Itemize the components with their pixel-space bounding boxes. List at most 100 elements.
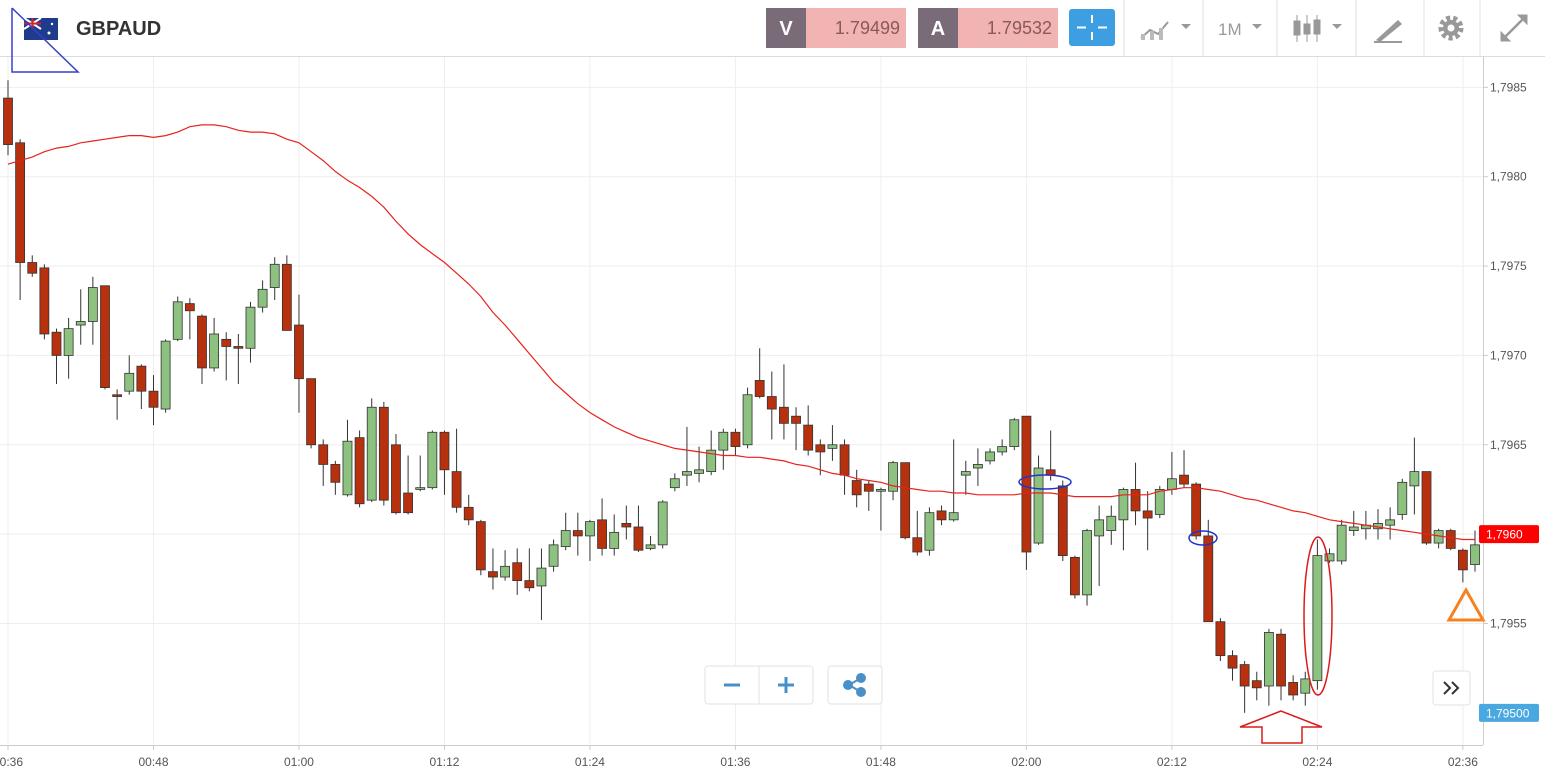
y-tick-label: 1,7970 bbox=[1490, 348, 1527, 362]
y-tick-label: 1,7965 bbox=[1490, 438, 1527, 452]
candle-body bbox=[451, 471, 462, 508]
x-tick-label: 02:00 bbox=[1011, 755, 1041, 769]
candle-body bbox=[1118, 489, 1129, 521]
fullscreen-button[interactable] bbox=[1500, 14, 1528, 42]
candle-body bbox=[1251, 680, 1262, 689]
drawing-ellipse bbox=[1188, 530, 1218, 546]
candle-body bbox=[973, 464, 983, 469]
price-tag bbox=[1479, 525, 1539, 544]
candle-body bbox=[391, 444, 401, 514]
x-tick-label: 00:48 bbox=[138, 755, 168, 769]
candle-body bbox=[1142, 510, 1153, 519]
timeframe[interactable]: 1M bbox=[1218, 20, 1242, 39]
candle-body bbox=[463, 506, 474, 521]
candle-body bbox=[269, 263, 280, 288]
y-tick-label: 1,7955 bbox=[1490, 616, 1527, 630]
candle-body bbox=[633, 526, 644, 551]
candle-body bbox=[63, 328, 74, 356]
price-tag-label: 1,79500 bbox=[1486, 706, 1530, 720]
candle-body bbox=[960, 471, 971, 476]
price-tag-label: 1,7960 bbox=[1486, 528, 1523, 542]
drawing-ellipse bbox=[1303, 536, 1333, 696]
candles-button[interactable] bbox=[1293, 15, 1342, 42]
candle-body bbox=[948, 512, 959, 521]
candle-body bbox=[694, 469, 704, 474]
chart-type-button[interactable] bbox=[1140, 21, 1191, 40]
candle-body bbox=[888, 462, 898, 492]
candle-body bbox=[912, 537, 923, 553]
candle-body bbox=[172, 301, 183, 340]
candle-body bbox=[1215, 621, 1226, 657]
candle-body bbox=[15, 142, 26, 263]
candle-body bbox=[1057, 485, 1068, 556]
bid-tag[interactable] bbox=[766, 8, 806, 48]
candle-body bbox=[524, 580, 535, 589]
ask-box[interactable] bbox=[958, 8, 1058, 48]
candle-body bbox=[233, 346, 244, 349]
x-tick-label: 00:36 bbox=[0, 755, 23, 769]
candle-body bbox=[294, 324, 304, 380]
candle-body bbox=[754, 380, 765, 397]
candle-body bbox=[1167, 478, 1177, 490]
price-tag bbox=[1479, 703, 1539, 722]
x-tick-label: 01:48 bbox=[866, 755, 896, 769]
candle-body bbox=[621, 523, 632, 528]
candle-body bbox=[669, 478, 680, 489]
drawing-triangle bbox=[1446, 586, 1486, 622]
candle-body bbox=[1227, 655, 1238, 669]
candle-body bbox=[112, 394, 123, 397]
settings-button[interactable] bbox=[1438, 15, 1464, 41]
candle-body bbox=[657, 501, 668, 546]
x-tick-label: 01:24 bbox=[575, 755, 605, 769]
candle-body bbox=[851, 480, 862, 496]
candle-body bbox=[706, 449, 717, 472]
candle-body bbox=[160, 340, 171, 410]
scroll-end-icon bbox=[1443, 681, 1460, 695]
zoom-in-button[interactable] bbox=[778, 677, 794, 693]
drawings bbox=[11, 7, 1486, 744]
candle-body bbox=[1154, 489, 1165, 515]
candle-body bbox=[257, 288, 268, 308]
candle-body bbox=[1336, 524, 1347, 562]
drawing-triangle bbox=[11, 7, 80, 73]
ask-tag[interactable] bbox=[918, 8, 958, 48]
candle-body bbox=[1457, 549, 1468, 571]
candle-body bbox=[900, 462, 911, 539]
flag-star bbox=[47, 31, 51, 35]
crosshair-button[interactable] bbox=[1069, 9, 1115, 46]
candle-body bbox=[475, 521, 486, 571]
candle-body bbox=[1385, 519, 1396, 526]
candle-body bbox=[1021, 415, 1032, 553]
plot-area: 1,7955 1,7960 1,7965 1,7970 1,7975 1,7980 1,79… bbox=[0, 57, 1539, 769]
candle-body bbox=[791, 415, 801, 424]
candle-body bbox=[1179, 474, 1189, 485]
candle-body bbox=[1033, 467, 1044, 544]
candle-body bbox=[27, 262, 38, 274]
candle-body bbox=[87, 287, 98, 322]
flag-star bbox=[50, 22, 54, 26]
candle-body bbox=[1409, 471, 1420, 487]
candle-body bbox=[645, 544, 656, 549]
candle-body bbox=[815, 444, 826, 453]
candle-body bbox=[936, 510, 947, 521]
candle-body bbox=[403, 492, 413, 514]
candle-body bbox=[245, 306, 256, 349]
candle-body bbox=[354, 437, 365, 505]
candle-body bbox=[1348, 526, 1359, 531]
candle-body bbox=[209, 333, 220, 369]
draw-button[interactable] bbox=[1374, 20, 1402, 43]
candle-body bbox=[221, 338, 232, 347]
candle-body bbox=[1130, 489, 1141, 512]
candle-body bbox=[548, 544, 559, 567]
crosshair-icon bbox=[1077, 15, 1107, 40]
candle-body bbox=[924, 512, 935, 551]
bid-box[interactable] bbox=[806, 8, 906, 48]
candle-body bbox=[718, 431, 729, 451]
share-icon bbox=[843, 673, 866, 697]
candle-body bbox=[1397, 481, 1408, 515]
candle-body bbox=[281, 263, 292, 331]
scroll-end-button[interactable] bbox=[1432, 670, 1471, 706]
candle-body bbox=[1239, 664, 1250, 687]
candle-body bbox=[427, 431, 438, 489]
share-button[interactable] bbox=[827, 665, 883, 705]
